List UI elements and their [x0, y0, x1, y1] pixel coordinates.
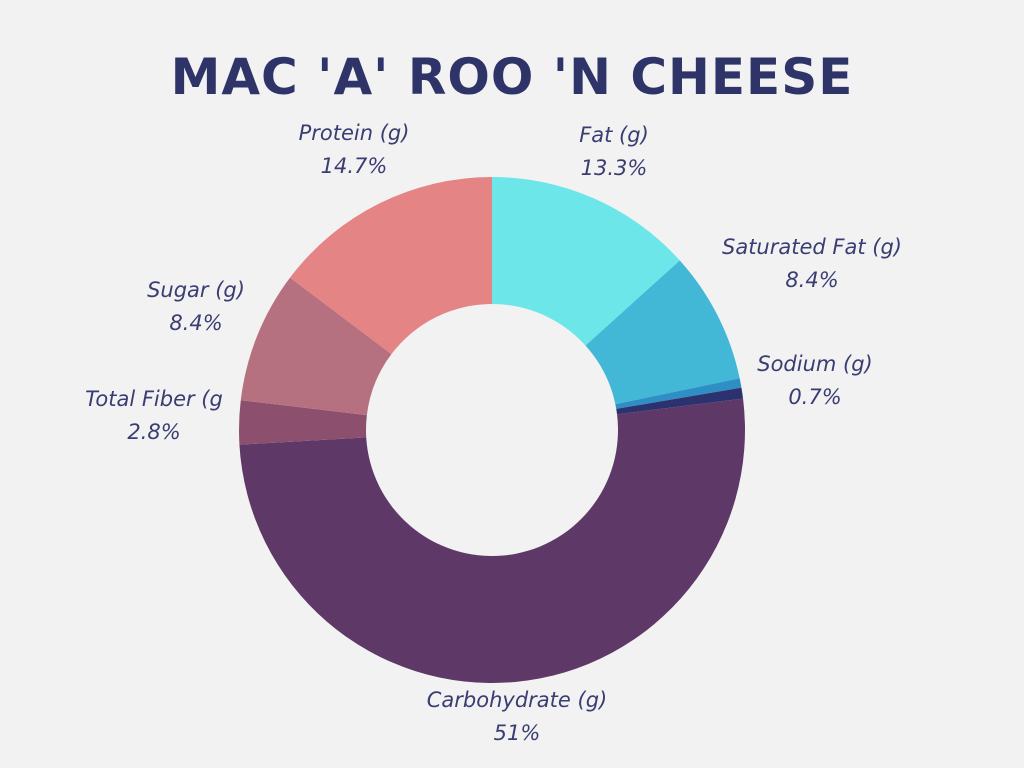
slice-label-name: Sodium (g) — [757, 352, 873, 376]
pie-slice-3 — [616, 387, 744, 415]
slice-label-name: Carbohydrate (g) — [427, 688, 607, 712]
slice-label-name: Saturated Fat (g) — [722, 235, 902, 259]
pie-slice-2 — [615, 378, 742, 409]
pie-slice-6 — [240, 277, 392, 416]
slice-label-value: 51% — [494, 721, 541, 745]
slice-label-4: Carbohydrate (g) 51% — [427, 688, 607, 745]
slice-label-name: Sugar (g) — [147, 278, 245, 302]
slice-label-name: Protein (g) — [299, 121, 410, 145]
pie-slice-0 — [492, 177, 680, 346]
slice-label-7: Protein (g) 14.7% — [299, 121, 410, 178]
slice-label-value: 8.4% — [169, 311, 222, 335]
slice-label-value: 2.8% — [127, 420, 180, 444]
pie-slice-5 — [239, 400, 367, 445]
slice-label-value: 14.7% — [321, 154, 388, 178]
slice-label-value: 8.4% — [785, 268, 838, 292]
slice-label-name: Total Fiber (g — [85, 387, 223, 411]
slice-label-1: Saturated Fat (g) 8.4% — [722, 235, 902, 292]
pie-slice-4 — [239, 398, 745, 684]
slice-label-5: Total Fiber (g 2.8% — [85, 387, 223, 444]
slice-label-6: Sugar (g) 8.4% — [147, 278, 245, 335]
pie-slice-1 — [585, 260, 740, 405]
pie-slice-7 — [290, 177, 492, 355]
slice-label-name: Fat (g) — [579, 123, 649, 147]
slice-label-value: 0.7% — [788, 385, 841, 409]
chart-title: MAC 'A' ROO 'N CHEESE — [170, 48, 854, 106]
slice-label-0: Fat (g) 13.3% — [579, 123, 649, 180]
slice-label-3: Sodium (g) 0.7% — [757, 352, 873, 409]
slice-label-value: 13.3% — [581, 156, 648, 180]
